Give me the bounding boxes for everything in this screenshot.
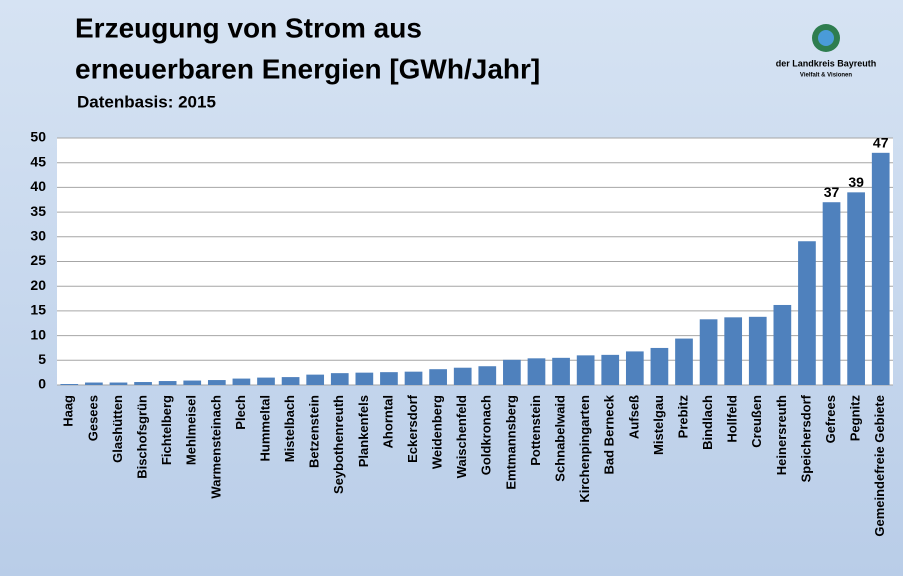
x-tick-label: Haag (61, 395, 76, 427)
x-tick-label: Bad Berneck (602, 394, 617, 474)
x-tick-label: Waischenfeld (454, 395, 469, 478)
x-tick-label: Heinersreuth (774, 395, 789, 475)
x-tick-label: Speichersdorf (798, 394, 813, 482)
bar (503, 359, 521, 385)
x-tick-label: Seybothenreuth (331, 395, 346, 494)
bar (453, 367, 472, 385)
x-tick-label: Goldkronach (479, 395, 494, 475)
x-tick-label: Betzenstein (307, 395, 322, 468)
x-tick-label: Gesees (85, 395, 100, 441)
bar (847, 192, 865, 385)
bar (429, 369, 447, 385)
bar (478, 366, 497, 385)
chart-subtitle: Datenbasis: 2015 (77, 92, 216, 111)
chart-title: erneuerbaren Energien [GWh/Jahr] (75, 53, 540, 84)
bar (773, 304, 792, 385)
x-tick-label: Aufseß (626, 395, 641, 439)
x-tick-label: Glashütten (110, 395, 125, 463)
y-tick-label: 25 (30, 252, 46, 268)
bar (798, 241, 816, 385)
x-tick-label: Bindlach (700, 395, 715, 450)
chart-title: Erzeugung von Strom aus (75, 12, 422, 43)
bar (183, 380, 202, 385)
bar (281, 377, 300, 385)
bar (527, 358, 546, 385)
x-tick-label: Weidenberg (430, 395, 445, 469)
bar (355, 372, 374, 385)
value-label: 37 (824, 184, 840, 200)
bar (699, 319, 718, 385)
logo-icon (818, 30, 834, 46)
y-tick-label: 45 (30, 153, 46, 169)
logo-text: Vielfalt & Visionen (800, 73, 852, 79)
bar (330, 373, 349, 385)
bar (134, 382, 152, 385)
bar (871, 152, 890, 385)
bar (257, 377, 275, 385)
x-tick-label: Kirchenpingarten (577, 395, 592, 503)
bar (552, 357, 570, 385)
logo-text: der Landkreis Bayreuth (776, 58, 877, 68)
bar (60, 384, 79, 385)
x-tick-label: Hummeltal (257, 395, 272, 461)
bar (404, 371, 423, 385)
x-tick-label: Bischofsgrün (134, 395, 149, 479)
x-tick-label: Pottenstein (528, 395, 543, 466)
x-tick-label: Warmensteinach (208, 395, 223, 499)
x-tick-label: Gefrees (823, 395, 838, 443)
x-tick-label: Ahorntal (380, 395, 395, 448)
bar (748, 316, 767, 385)
y-tick-label: 30 (30, 228, 46, 244)
value-label: 39 (848, 174, 864, 190)
x-tick-label: Fichtelberg (159, 395, 174, 465)
y-tick-label: 40 (30, 178, 46, 194)
bar (306, 374, 325, 385)
x-tick-label: Mehlmeisel (184, 395, 199, 465)
y-tick-label: 15 (30, 302, 46, 318)
x-tick-label: Gemeindefreie Gebiete (872, 395, 887, 537)
x-tick-label: Emtmannsberg (503, 395, 518, 490)
x-tick-label: Prebitz (675, 395, 690, 439)
logo: der Landkreis Bayreuth Vielfalt & Vision… (776, 24, 877, 79)
bar (675, 338, 693, 385)
bar (207, 380, 226, 385)
y-tick-label: 5 (38, 351, 46, 367)
x-tick-label: Creußen (749, 395, 764, 448)
x-tick-label: Plankenfels (356, 395, 371, 467)
x-tick-label: Hollfeld (725, 395, 740, 443)
y-tick-label: 50 (30, 129, 46, 145)
bar (158, 381, 177, 385)
bar (822, 202, 841, 385)
bar (724, 317, 743, 385)
y-tick-label: 35 (30, 203, 46, 219)
bar (232, 378, 251, 385)
bar (625, 351, 644, 385)
x-tick-label: Schnabelwaid (552, 395, 567, 482)
x-tick-label: Plech (233, 395, 248, 430)
y-tick-label: 20 (30, 277, 46, 293)
x-tick-label: Pegnitz (848, 395, 863, 442)
x-tick-label: Mistelgau (651, 395, 666, 455)
bar (650, 347, 669, 385)
y-tick-label: 10 (30, 326, 46, 342)
value-label: 47 (873, 135, 889, 151)
x-tick-label: Mistelbach (282, 395, 297, 462)
bar (576, 355, 595, 385)
bar (380, 372, 398, 385)
x-tick-label: Eckersdorf (405, 394, 420, 463)
bar (109, 382, 128, 385)
bar (601, 354, 620, 385)
bar (85, 382, 103, 385)
y-tick-label: 0 (38, 376, 46, 392)
